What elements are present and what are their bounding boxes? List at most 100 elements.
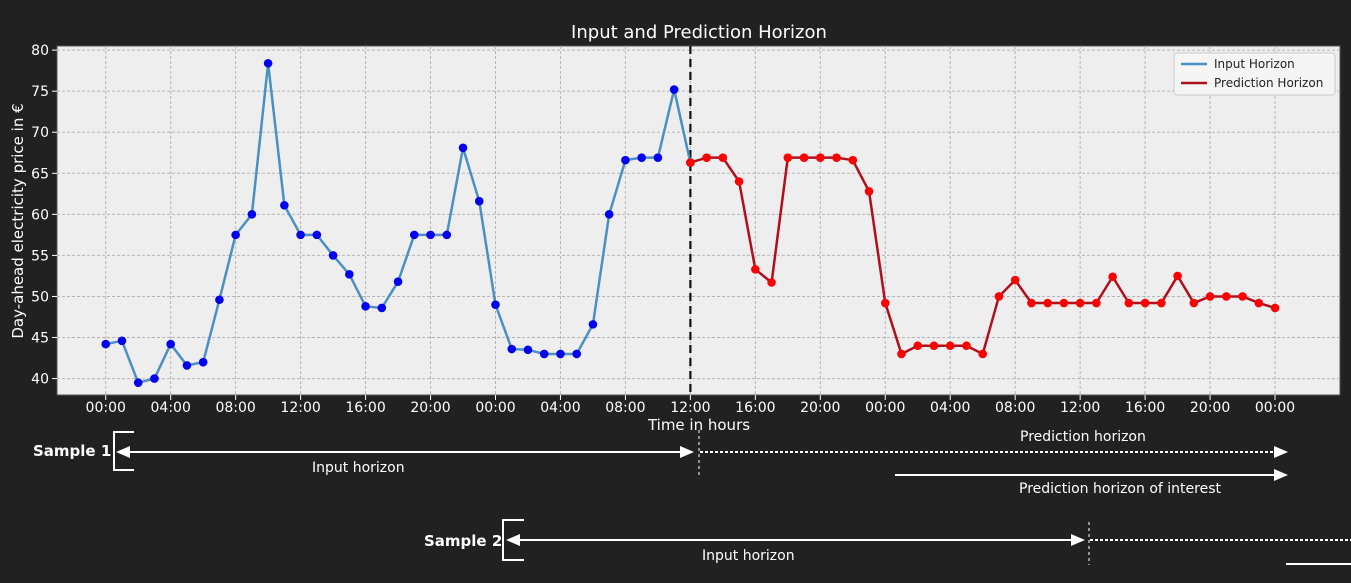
data-point-input bbox=[539, 349, 549, 359]
data-point-prediction bbox=[1205, 292, 1215, 301]
x-tick-label: 16:00 bbox=[1125, 400, 1165, 416]
sample2-bracket bbox=[502, 519, 524, 561]
data-point-input bbox=[588, 320, 598, 329]
data-point-input bbox=[215, 295, 224, 305]
legend: Input Horizon Prediction Horizon bbox=[1173, 52, 1336, 96]
x-tick-label: 00:00 bbox=[86, 400, 126, 416]
data-point-prediction bbox=[1124, 298, 1134, 308]
data-point-prediction bbox=[1059, 298, 1069, 308]
data-point-input bbox=[621, 155, 630, 165]
price-chart: 40 45 50 55 60 65 70 75 80 00:00 04:00 08:00 12:00 1… bbox=[9, 22, 1341, 430]
data-point-input bbox=[442, 230, 452, 240]
x-tick-label: 04:00 bbox=[930, 400, 970, 416]
sample1-bracket bbox=[113, 431, 134, 471]
legend-label-input: Input Horizon bbox=[1214, 57, 1295, 71]
sample1-label: Sample 1 bbox=[33, 442, 112, 460]
sample1-interest-arrowhead bbox=[1274, 469, 1288, 481]
data-point-prediction bbox=[702, 153, 711, 162]
sample1-input-horizon-label: Input horizon bbox=[312, 460, 405, 476]
data-point-input bbox=[198, 357, 208, 367]
data-point-input bbox=[166, 339, 175, 349]
data-point-input bbox=[328, 251, 338, 260]
sample2-label: Sample 2 bbox=[424, 532, 503, 550]
data-point-input bbox=[474, 196, 484, 206]
data-point-input bbox=[491, 300, 500, 309]
x-tick-label: 00:00 bbox=[475, 400, 515, 416]
x-tick-label: 16:00 bbox=[735, 400, 775, 416]
data-point-prediction bbox=[1010, 275, 1020, 285]
y-tick-label: 75 bbox=[31, 84, 49, 100]
x-tick-label: 20:00 bbox=[1190, 400, 1230, 416]
sample1-prediction-horizon-label: Prediction horizon bbox=[1020, 429, 1146, 445]
grid-lines bbox=[57, 46, 1340, 395]
data-point-prediction bbox=[783, 153, 793, 162]
x-tick-label: 00:00 bbox=[1255, 400, 1295, 416]
y-tick-label: 50 bbox=[31, 289, 49, 305]
data-point-prediction bbox=[1092, 298, 1101, 308]
data-point-prediction bbox=[718, 153, 728, 162]
y-axis-ticks: 40 45 50 55 60 65 70 75 80 bbox=[31, 43, 57, 388]
data-point-prediction bbox=[1270, 303, 1280, 313]
sample2-input-horizon-label: Input horizon bbox=[702, 548, 795, 564]
data-point-prediction bbox=[1222, 292, 1231, 301]
x-tick-label: 20:00 bbox=[410, 400, 450, 416]
data-point-prediction bbox=[978, 349, 988, 359]
data-point-input bbox=[296, 230, 305, 240]
data-point-prediction bbox=[1254, 298, 1264, 308]
data-point-input bbox=[523, 345, 533, 355]
data-point-input bbox=[669, 85, 679, 94]
data-point-input bbox=[604, 210, 614, 219]
data-point-input bbox=[556, 349, 565, 359]
data-point-input bbox=[247, 210, 257, 219]
x-axis-ticks: 00:00 04:00 08:00 12:00 16:00 20:00 00:00 04:00… bbox=[86, 395, 1295, 416]
data-point-prediction bbox=[1157, 298, 1166, 308]
y-axis-label: Day-ahead electricity price in € bbox=[9, 103, 27, 338]
data-point-input bbox=[150, 374, 159, 383]
data-point-prediction bbox=[767, 278, 776, 287]
data-point-input bbox=[182, 361, 192, 370]
x-tick-label: 12:00 bbox=[280, 400, 320, 416]
sample2-input-arrowhead-left bbox=[506, 534, 520, 546]
x-axis-label: Time in hours bbox=[647, 416, 750, 430]
y-tick-label: 55 bbox=[31, 248, 49, 264]
data-point-prediction bbox=[1238, 292, 1247, 301]
sample1-input-arrowhead-left bbox=[116, 446, 130, 458]
data-point-prediction bbox=[832, 153, 841, 162]
data-point-prediction bbox=[1075, 298, 1085, 308]
data-point-input bbox=[458, 143, 468, 153]
x-tick-label: 04:00 bbox=[540, 400, 580, 416]
plot-area bbox=[56, 45, 1341, 396]
y-tick-label: 45 bbox=[31, 331, 49, 347]
chart-title: Input and Prediction Horizon bbox=[571, 22, 827, 43]
data-point-prediction bbox=[1043, 298, 1052, 308]
data-point-prediction bbox=[686, 158, 695, 167]
x-tick-label: 08:00 bbox=[605, 400, 645, 416]
y-tick-label: 70 bbox=[31, 125, 49, 141]
y-tick-label: 40 bbox=[31, 372, 49, 388]
data-point-input bbox=[426, 230, 435, 240]
x-tick-label: 00:00 bbox=[865, 400, 905, 416]
data-point-prediction bbox=[1189, 298, 1199, 308]
horizon-annotations bbox=[113, 430, 1351, 565]
y-tick-label: 60 bbox=[31, 207, 49, 223]
data-point-input bbox=[117, 336, 127, 346]
sample1-input-arrowhead-right bbox=[680, 446, 694, 458]
x-tick-label: 12:00 bbox=[670, 400, 710, 416]
data-point-input bbox=[101, 339, 111, 349]
data-point-input bbox=[312, 230, 322, 240]
data-point-prediction bbox=[816, 153, 825, 162]
x-tick-label: 12:00 bbox=[1060, 400, 1100, 416]
data-point-input bbox=[345, 269, 354, 279]
data-point-prediction bbox=[880, 298, 890, 308]
x-tick-label: 16:00 bbox=[345, 400, 385, 416]
sample2-input-arrowhead-right bbox=[1071, 534, 1085, 546]
sample1-prediction-arrowhead bbox=[1274, 446, 1288, 458]
sample1-prediction-interest-label: Prediction horizon of interest bbox=[1019, 481, 1221, 497]
data-point-prediction bbox=[848, 155, 858, 165]
data-point-prediction bbox=[897, 349, 906, 359]
data-point-prediction bbox=[945, 341, 955, 351]
data-point-input bbox=[263, 58, 273, 68]
data-point-prediction bbox=[929, 341, 939, 351]
data-point-prediction bbox=[1140, 298, 1150, 308]
x-tick-label: 08:00 bbox=[215, 400, 255, 416]
